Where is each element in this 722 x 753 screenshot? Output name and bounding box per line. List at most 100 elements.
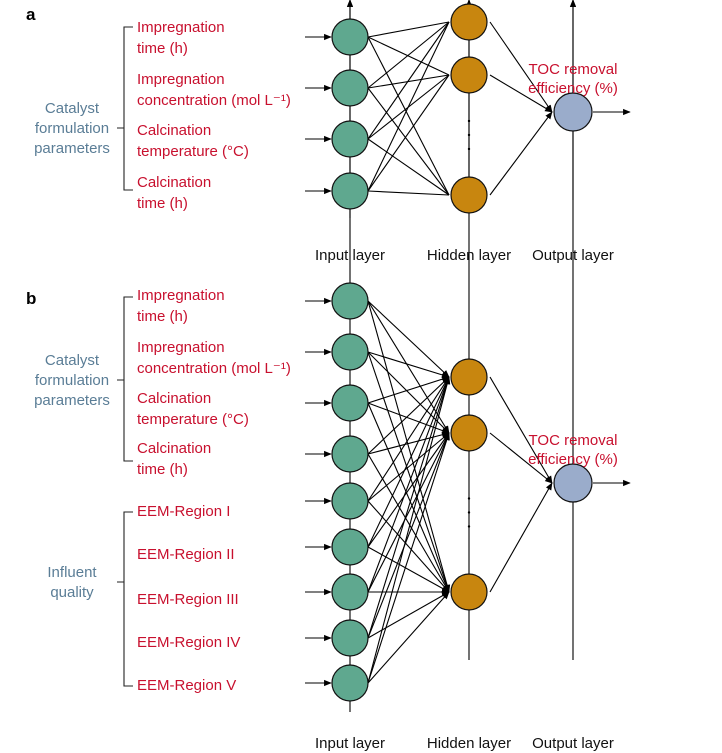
feature-label: Impregnation [137, 71, 225, 88]
feature-label: Calcination [137, 174, 211, 191]
group-label: Catalyst [45, 100, 100, 117]
feature-label: time (h) [137, 40, 188, 57]
group-label: parameters [34, 140, 110, 157]
feature-label: time (h) [137, 461, 188, 478]
ellipsis-dot [467, 133, 471, 137]
connection [367, 21, 450, 192]
panel-a-label: a [26, 5, 36, 24]
connection [489, 432, 553, 484]
connection [367, 300, 451, 593]
output-label: TOC removal [529, 61, 618, 78]
connection [367, 21, 450, 89]
group-label: formulation [35, 372, 109, 389]
hidden-node [450, 573, 488, 611]
connection [367, 376, 451, 684]
connection [367, 591, 450, 684]
connection [367, 21, 450, 38]
feature-label: time (h) [137, 308, 188, 325]
input-node [331, 384, 369, 422]
hidden-node [450, 358, 488, 396]
connection [367, 351, 450, 378]
connection [367, 300, 450, 434]
group-label: Influent [47, 564, 97, 581]
ellipsis-dot [467, 147, 471, 151]
layer-label: Output layer [532, 247, 614, 264]
feature-label: EEM-Region V [137, 677, 236, 694]
connection [367, 376, 450, 593]
feature-label: temperature (°C) [137, 143, 249, 160]
feature-label: Impregnation [137, 339, 225, 356]
output-node [553, 463, 593, 503]
group-label: formulation [35, 120, 109, 137]
connection [367, 500, 450, 593]
ellipsis-dot [467, 525, 471, 528]
hidden-node [450, 3, 488, 41]
input-node [331, 120, 369, 158]
hidden-node [450, 176, 488, 214]
ellipsis-dot [467, 119, 471, 123]
connection [367, 376, 450, 639]
connection [489, 111, 553, 196]
connection [367, 351, 450, 593]
feature-label: concentration (mol L⁻¹) [137, 92, 291, 109]
bracket [117, 26, 133, 191]
group-label: Catalyst [45, 352, 100, 369]
input-node [331, 18, 369, 56]
connection [489, 74, 553, 113]
layer-label: Input layer [315, 247, 385, 264]
output-node [553, 92, 593, 132]
bracket [117, 511, 133, 687]
connection [489, 482, 553, 593]
feature-label: time (h) [137, 195, 188, 212]
input-node [331, 69, 369, 107]
connection [367, 376, 450, 502]
connection [367, 453, 450, 593]
group-label: quality [50, 584, 94, 601]
ellipsis-dot [467, 511, 471, 514]
feature-label: Calcination [137, 390, 211, 407]
hidden-node [450, 56, 488, 94]
layer-label: Output layer [532, 735, 614, 752]
connection [367, 432, 450, 684]
input-node [331, 664, 369, 702]
output-label: efficiency (%) [528, 451, 618, 468]
connection [367, 376, 450, 455]
input-node [331, 528, 369, 566]
connection [367, 432, 450, 548]
layer-label: Hidden layer [427, 247, 511, 264]
feature-label: EEM-Region III [137, 591, 239, 608]
connection [489, 376, 553, 484]
connection [367, 432, 450, 639]
output-label: efficiency (%) [528, 80, 618, 97]
connection [367, 36, 450, 76]
connection [489, 21, 553, 113]
connection [367, 376, 450, 404]
connection [367, 87, 450, 196]
feature-label: EEM-Region II [137, 546, 235, 563]
feature-label: Calcination [137, 122, 211, 139]
feature-label: Calcination [137, 440, 211, 457]
input-node [331, 172, 369, 210]
connection [367, 138, 450, 196]
feature-label: Impregnation [137, 19, 225, 36]
layer-label: Hidden layer [427, 735, 511, 752]
connection [367, 432, 450, 502]
connection [367, 431, 450, 455]
feature-label: concentration (mol L⁻¹) [137, 360, 291, 377]
group-label: parameters [34, 392, 110, 409]
feature-label: Impregnation [137, 287, 225, 304]
panel-b-label: b [26, 289, 36, 308]
connection [367, 74, 450, 192]
bracket [117, 296, 133, 462]
feature-label: EEM-Region I [137, 503, 230, 520]
input-node [331, 619, 369, 657]
output-label: TOC removal [529, 432, 618, 449]
connection [367, 300, 450, 378]
layer-label: Input layer [315, 735, 385, 752]
input-node [331, 482, 369, 520]
feature-label: temperature (°C) [137, 411, 249, 428]
input-node [331, 573, 369, 611]
connection [367, 21, 450, 140]
connection [367, 546, 450, 593]
